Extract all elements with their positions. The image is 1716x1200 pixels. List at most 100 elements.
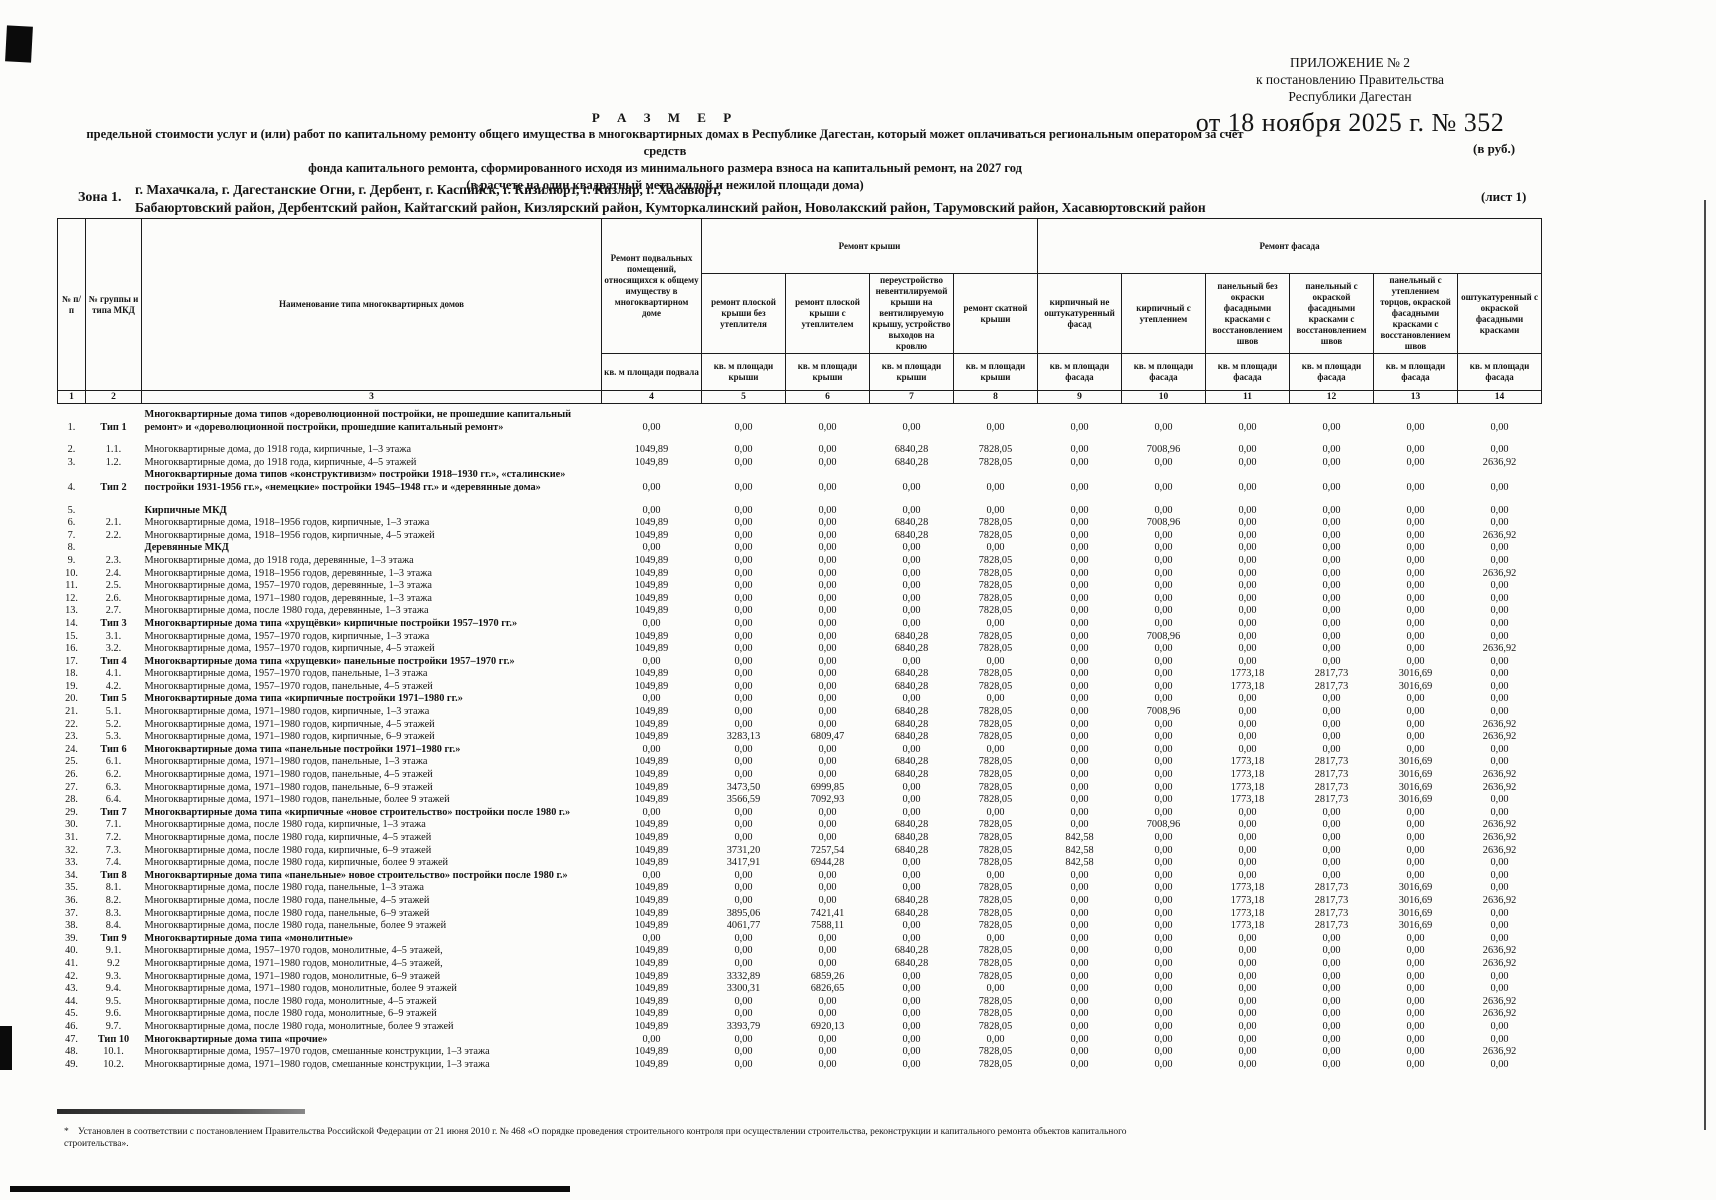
- row-value: 2817,73: [1314, 882, 1349, 894]
- row-value: 1049,89: [634, 781, 669, 793]
- row-value: 3016,69: [1398, 894, 1433, 906]
- row-value: 0,00: [642, 693, 661, 705]
- row-name: Многоквартирные дома типа «кирпичные «но…: [144, 806, 571, 818]
- row-value: 0,00: [902, 605, 921, 617]
- row-value: 0,00: [1154, 857, 1173, 869]
- row-group: 8.2.: [105, 894, 122, 906]
- row-value: 0,00: [1070, 655, 1089, 667]
- col-header-roof-flat-insulated: ремонт плоской крыши с утеплителем: [785, 273, 870, 354]
- row-value: 0,00: [818, 806, 837, 818]
- row-value: 6920,13: [810, 1020, 845, 1032]
- row-number: 46.: [65, 1020, 78, 1032]
- row-value: 2636,92: [1482, 529, 1517, 541]
- row-value: 0,00: [1070, 995, 1089, 1007]
- row-value: 0,00: [1322, 456, 1341, 468]
- row-value: 0,00: [1070, 456, 1089, 468]
- table-row: 25. 6.1. Многоквартирные дома, 1971–1980 г…: [58, 756, 1542, 769]
- row-value: 0,00: [1238, 731, 1257, 743]
- row-value: 0,00: [1406, 869, 1425, 881]
- row-number: 26.: [65, 769, 78, 781]
- unit-basement: кв. м площади подвала: [601, 353, 702, 391]
- row-value: 0,00: [1070, 643, 1089, 655]
- row-value: 0,00: [1322, 932, 1341, 944]
- row-value: 3016,69: [1398, 920, 1433, 932]
- unit-roof: кв. м площади крыши: [701, 353, 786, 391]
- row-value: 7828,05: [978, 844, 1013, 856]
- appendix-line: к постановлению Правительства: [1255, 72, 1445, 87]
- row-value: 2817,73: [1314, 668, 1349, 680]
- row-group: Тип 8: [100, 869, 127, 881]
- row-value: 0,00: [1406, 1033, 1425, 1045]
- col-header-roof-pitched: ремонт скатной крыши: [953, 273, 1038, 354]
- row-value: 1773,18: [1230, 794, 1265, 806]
- row-value: 0,00: [1154, 421, 1173, 433]
- row-value: 6859,26: [810, 970, 845, 982]
- row-value: 0,00: [1322, 517, 1341, 529]
- table-row: 1. Тип 1 Многоквартирные дома типов «дорев…: [58, 404, 1542, 445]
- row-value: 1049,89: [634, 894, 669, 906]
- row-value: 0,00: [1406, 995, 1425, 1007]
- row-name: Многоквартирные дома типа «кирпичные пос…: [144, 693, 463, 705]
- row-value: 0,00: [1154, 456, 1173, 468]
- row-value: 3016,69: [1398, 882, 1433, 894]
- row-value: 0,00: [1406, 693, 1425, 705]
- row-value: 0,00: [1070, 882, 1089, 894]
- row-number: 48.: [65, 1046, 78, 1058]
- row-group: 9.5.: [105, 995, 122, 1007]
- column-number: 9: [1037, 390, 1122, 404]
- row-value: 0,00: [1154, 529, 1173, 541]
- row-value: 7421,41: [810, 907, 845, 919]
- row-value: 0,00: [818, 542, 837, 554]
- row-value: 0,00: [1154, 680, 1173, 692]
- row-group: Тип 9: [100, 932, 127, 944]
- row-number: 1.: [67, 421, 76, 433]
- row-name: Многоквартирные дома, после 1980 года, к…: [144, 819, 426, 831]
- row-value: 0,00: [1154, 869, 1173, 881]
- row-value: 0,00: [1406, 844, 1425, 856]
- row-value: 842,58: [1065, 857, 1094, 869]
- row-value: 0,00: [902, 983, 921, 995]
- col-header-facade-panel-unpainted: панельный без окраски фасадными красками…: [1205, 273, 1290, 354]
- row-value: 0,00: [1490, 756, 1509, 768]
- row-value: 0,00: [1154, 1033, 1173, 1045]
- row-group: 9.3.: [105, 970, 122, 982]
- row-value: 0,00: [1322, 731, 1341, 743]
- row-value: 0,00: [642, 542, 661, 554]
- row-name: Многоквартирные дома, после 1980 года, м…: [144, 1020, 454, 1032]
- zone-line: г. Махачкала, г. Дагестанские Огни, г. Д…: [135, 182, 721, 197]
- row-name: Многоквартирные дома, 1971–1980 годов, к…: [144, 731, 435, 743]
- row-value: 0,00: [818, 444, 837, 456]
- row-value: 7828,05: [978, 1008, 1013, 1020]
- row-value: 0,00: [1322, 617, 1341, 629]
- row-name: Многоквартирные дома, после 1980 года, п…: [144, 907, 430, 919]
- row-value: 0,00: [902, 869, 921, 881]
- currency-note: (в руб.): [1473, 141, 1516, 156]
- row-number: 2.: [67, 444, 76, 456]
- row-value: 7828,05: [978, 1046, 1013, 1058]
- row-value: 0,00: [1238, 983, 1257, 995]
- row-value: 1049,89: [634, 1020, 669, 1032]
- row-value: 0,00: [818, 421, 837, 433]
- col-header-facade-panel-insulated-ends: панельный с утеплением торцов, окраской …: [1373, 273, 1458, 354]
- row-value: 0,00: [1406, 643, 1425, 655]
- row-value: 0,00: [734, 706, 753, 718]
- row-number: 31.: [65, 832, 78, 843]
- row-value: 6826,65: [810, 983, 845, 995]
- row-value: 0,00: [1322, 945, 1341, 957]
- row-value: 0,00: [1406, 1008, 1425, 1020]
- row-value: 0,00: [1238, 554, 1257, 566]
- row-number: 49.: [65, 1058, 78, 1070]
- row-value: 3393,79: [726, 1020, 761, 1032]
- row-value: 7008,96: [1146, 444, 1181, 456]
- row-value: 2636,92: [1482, 819, 1517, 831]
- row-value: 6840,28: [894, 680, 929, 692]
- row-value: 2636,92: [1482, 769, 1517, 781]
- table-row: 24. Тип 6 Многоквартирные дома типа «панел…: [58, 744, 1542, 757]
- row-value: 0,00: [1490, 605, 1509, 617]
- row-value: 0,00: [818, 693, 837, 705]
- row-value: 1049,89: [634, 857, 669, 869]
- row-value: 0,00: [818, 456, 837, 468]
- row-number: 5.: [67, 504, 76, 516]
- row-value: 0,00: [1070, 907, 1089, 919]
